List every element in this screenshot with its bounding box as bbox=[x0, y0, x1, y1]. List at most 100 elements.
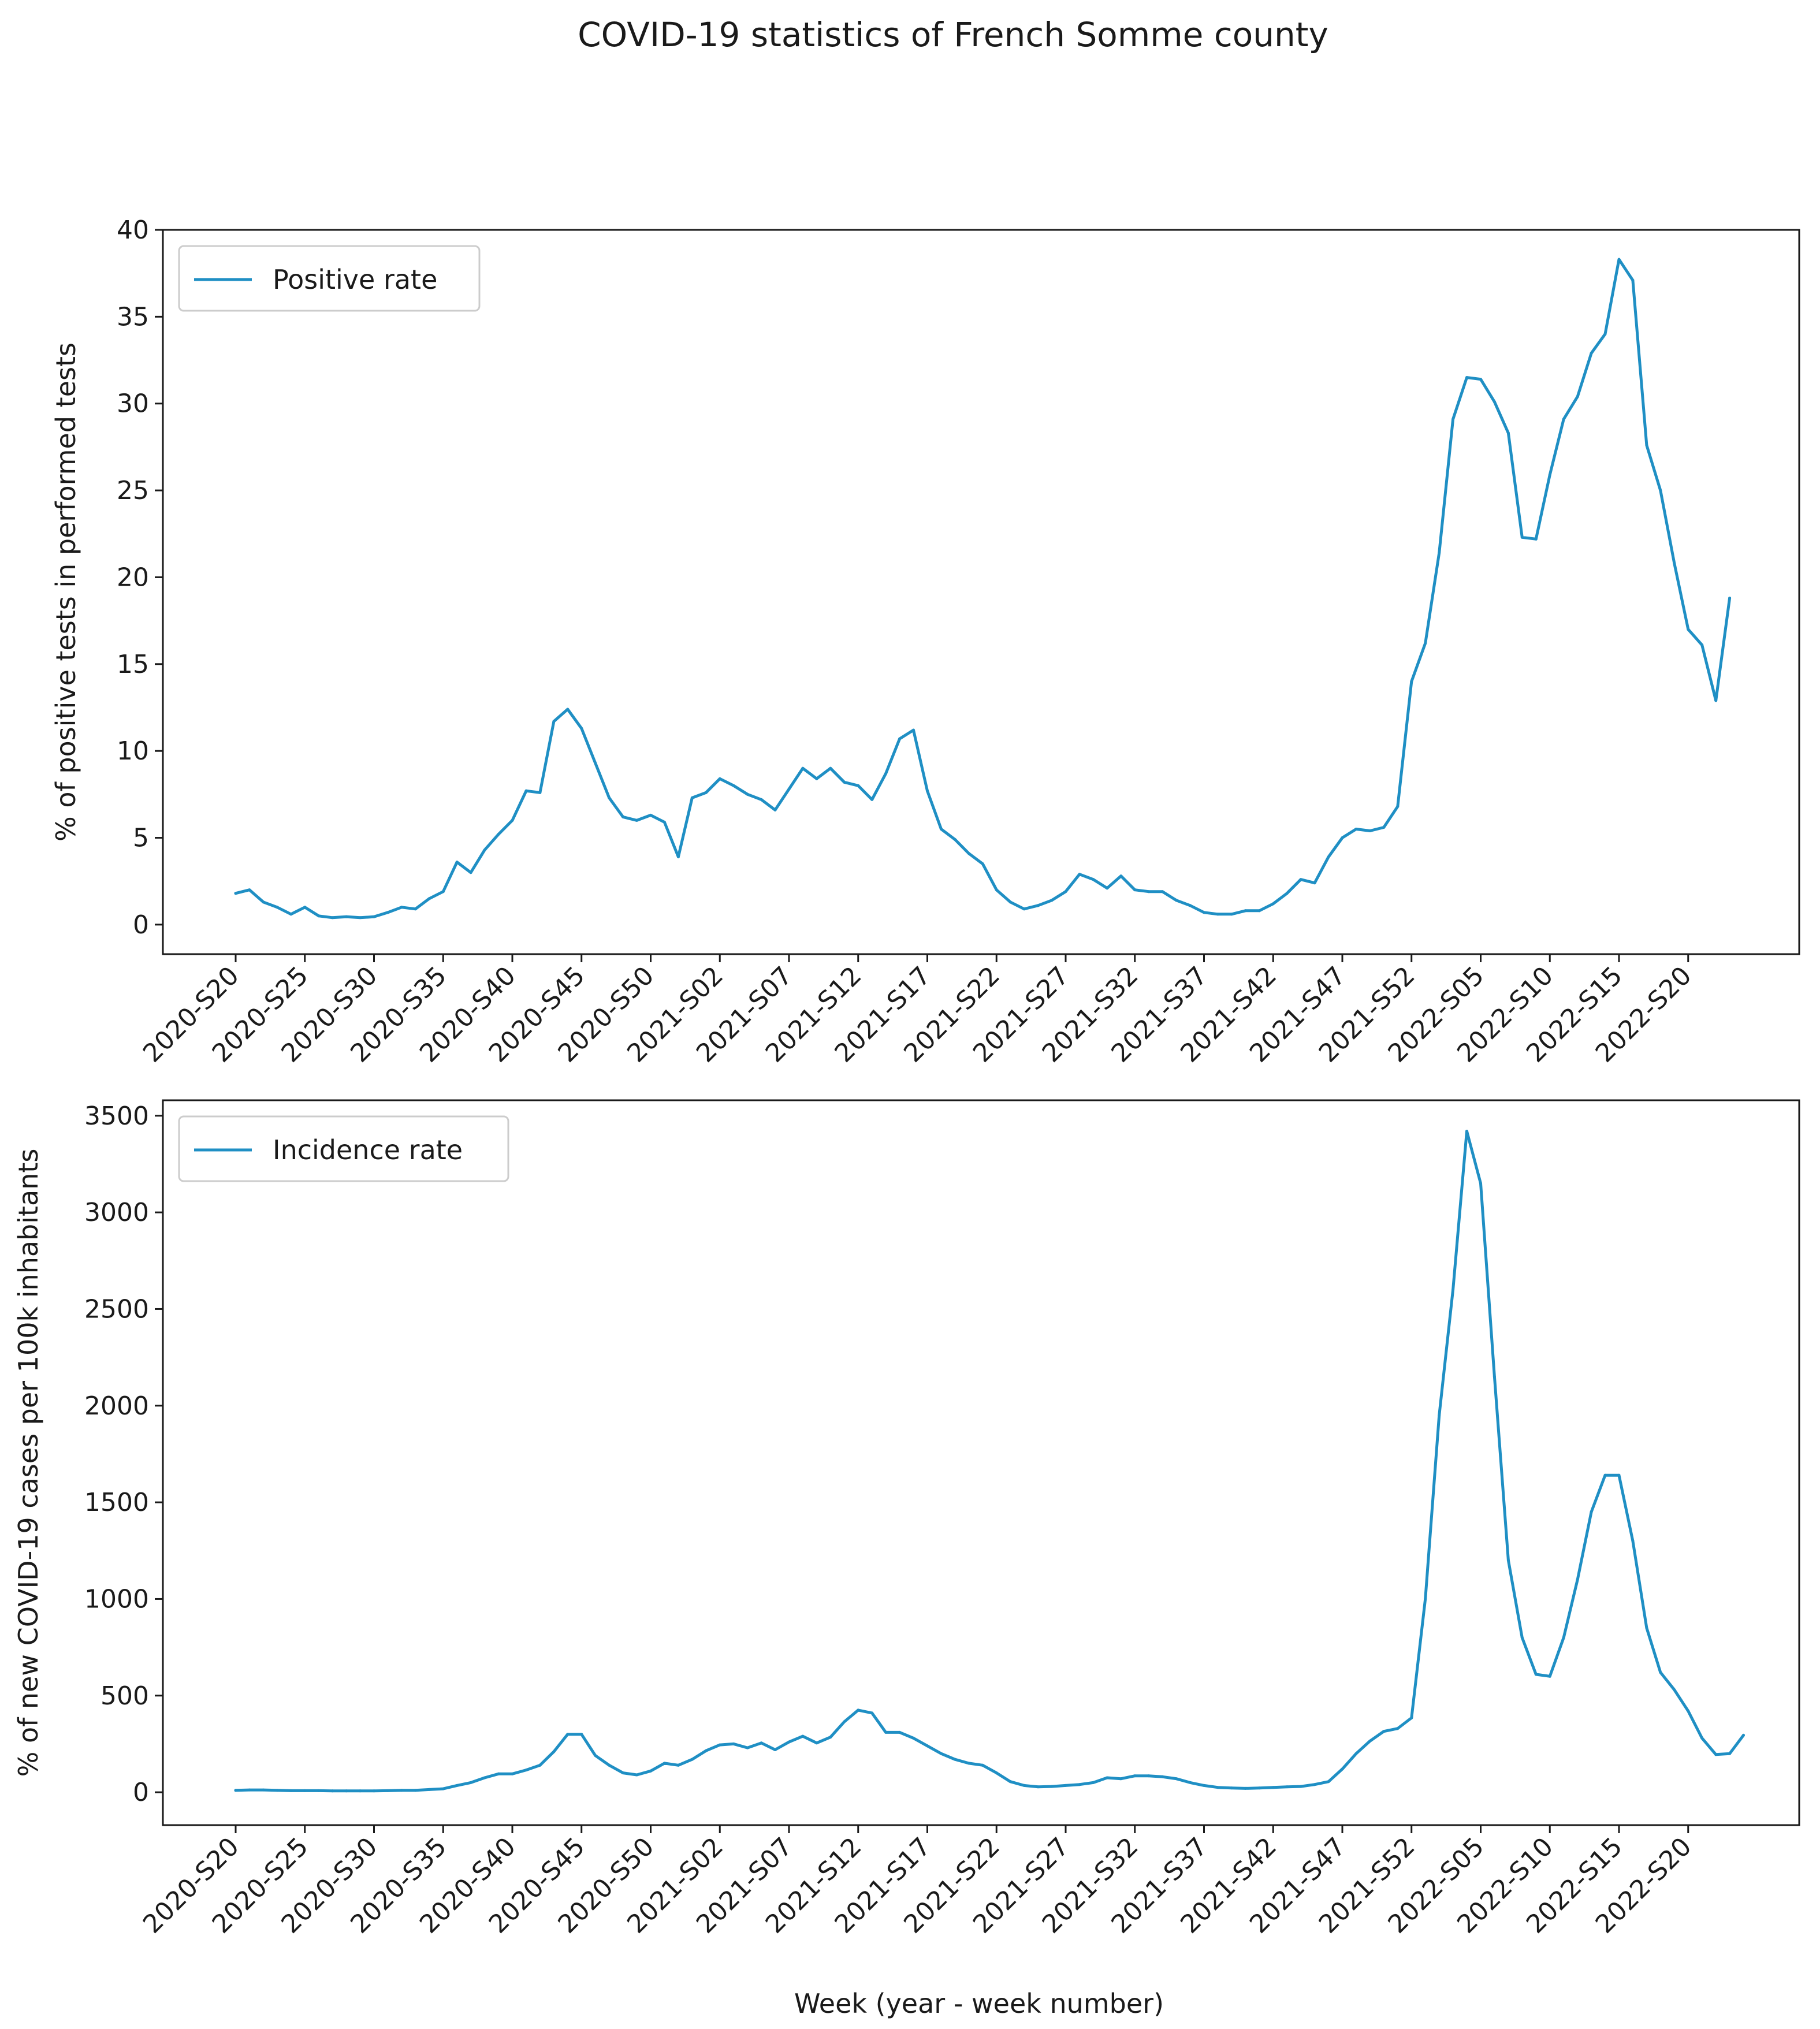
data-point bbox=[760, 798, 763, 801]
data-point bbox=[676, 1763, 680, 1767]
data-point bbox=[1590, 1510, 1593, 1514]
data-point bbox=[898, 1730, 902, 1734]
data-point bbox=[676, 855, 680, 859]
data-point bbox=[912, 728, 915, 732]
data-point bbox=[649, 1769, 652, 1773]
data-point bbox=[580, 727, 583, 730]
data-point bbox=[566, 1733, 570, 1736]
data-point bbox=[1451, 1288, 1455, 1291]
data-point bbox=[1354, 1752, 1358, 1755]
data-point bbox=[1313, 1783, 1316, 1786]
data-point bbox=[926, 789, 929, 792]
legend-box bbox=[178, 1115, 509, 1182]
data-point bbox=[1299, 878, 1302, 881]
data-point bbox=[303, 906, 307, 909]
data-point bbox=[1133, 888, 1137, 892]
data-point bbox=[1244, 909, 1247, 913]
data-point bbox=[248, 1788, 251, 1792]
plot-frame bbox=[162, 229, 1800, 955]
data-point bbox=[1506, 431, 1510, 435]
data-point bbox=[1700, 643, 1704, 647]
data-point bbox=[441, 890, 445, 893]
data-point bbox=[884, 1730, 888, 1734]
data-point bbox=[1479, 1182, 1482, 1185]
data-point bbox=[1050, 899, 1054, 902]
data-point bbox=[1506, 1559, 1510, 1562]
data-point bbox=[359, 1789, 362, 1793]
data-point bbox=[1244, 1786, 1247, 1790]
data-point bbox=[801, 1734, 805, 1738]
data-point bbox=[1022, 1784, 1026, 1787]
data-point bbox=[926, 1744, 929, 1748]
data-point bbox=[787, 787, 791, 791]
data-point bbox=[1424, 642, 1427, 645]
data-point bbox=[1036, 904, 1040, 907]
data-point bbox=[455, 861, 459, 864]
data-point bbox=[497, 1772, 500, 1775]
data-point bbox=[1036, 1785, 1040, 1789]
data-point bbox=[511, 1772, 514, 1775]
data-point bbox=[1631, 1539, 1635, 1543]
data-point bbox=[815, 777, 818, 780]
data-point bbox=[815, 1741, 818, 1745]
data-point bbox=[1189, 904, 1192, 907]
data-point bbox=[746, 792, 749, 796]
data-point bbox=[469, 871, 472, 874]
y-tick-label: 25 bbox=[117, 476, 149, 505]
data-point bbox=[1465, 376, 1468, 379]
data-point bbox=[317, 914, 321, 918]
data-point bbox=[704, 1749, 708, 1752]
data-point bbox=[718, 777, 721, 780]
data-point bbox=[1216, 1786, 1219, 1789]
data-point bbox=[1327, 855, 1330, 859]
y-tick-label: 35 bbox=[117, 302, 149, 332]
data-point bbox=[1631, 278, 1635, 282]
data-point bbox=[884, 772, 888, 775]
data-point bbox=[524, 1769, 528, 1772]
data-point bbox=[303, 1789, 307, 1792]
data-point bbox=[967, 852, 970, 855]
data-point bbox=[690, 1758, 694, 1761]
data-point bbox=[1520, 535, 1524, 539]
data-point bbox=[1493, 400, 1496, 404]
data-point bbox=[414, 907, 417, 911]
data-point bbox=[1728, 597, 1732, 600]
y-tick-label: 20 bbox=[117, 563, 149, 592]
x-axis-label: Week (year - week number) bbox=[794, 1988, 1164, 2019]
data-point bbox=[1161, 890, 1164, 893]
data-point bbox=[1327, 1780, 1330, 1784]
data-point bbox=[331, 916, 334, 919]
y-tick-label: 2000 bbox=[84, 1391, 149, 1421]
data-point bbox=[732, 784, 735, 787]
data-point bbox=[1465, 1130, 1468, 1133]
data-point bbox=[1548, 473, 1551, 476]
y-tick-label: 5 bbox=[133, 824, 149, 853]
data-point bbox=[1548, 1674, 1551, 1678]
data-point bbox=[649, 813, 652, 817]
data-point bbox=[1687, 1710, 1690, 1712]
data-point bbox=[1271, 1786, 1275, 1789]
data-point bbox=[1299, 1785, 1302, 1788]
data-point bbox=[1562, 418, 1565, 421]
data-point bbox=[843, 780, 846, 784]
data-point bbox=[621, 815, 625, 818]
data-point bbox=[1078, 1783, 1081, 1786]
data-point bbox=[801, 766, 805, 770]
data-point bbox=[1410, 1716, 1413, 1719]
y-tick-label: 15 bbox=[117, 650, 149, 679]
data-point bbox=[1562, 1636, 1565, 1639]
data-point bbox=[1673, 1688, 1676, 1692]
data-point bbox=[483, 848, 486, 852]
data-point bbox=[414, 1789, 417, 1792]
data-point bbox=[1022, 907, 1026, 911]
y-tick-label: 3000 bbox=[84, 1198, 149, 1227]
data-point bbox=[373, 915, 375, 918]
y-tick-label: 0 bbox=[133, 910, 149, 940]
data-point bbox=[940, 1752, 943, 1755]
data-point bbox=[262, 1788, 265, 1792]
data-point bbox=[1341, 1767, 1344, 1771]
data-point bbox=[1714, 699, 1718, 702]
data-point bbox=[1271, 902, 1275, 906]
data-point bbox=[1161, 1775, 1164, 1778]
data-point bbox=[1410, 680, 1413, 683]
